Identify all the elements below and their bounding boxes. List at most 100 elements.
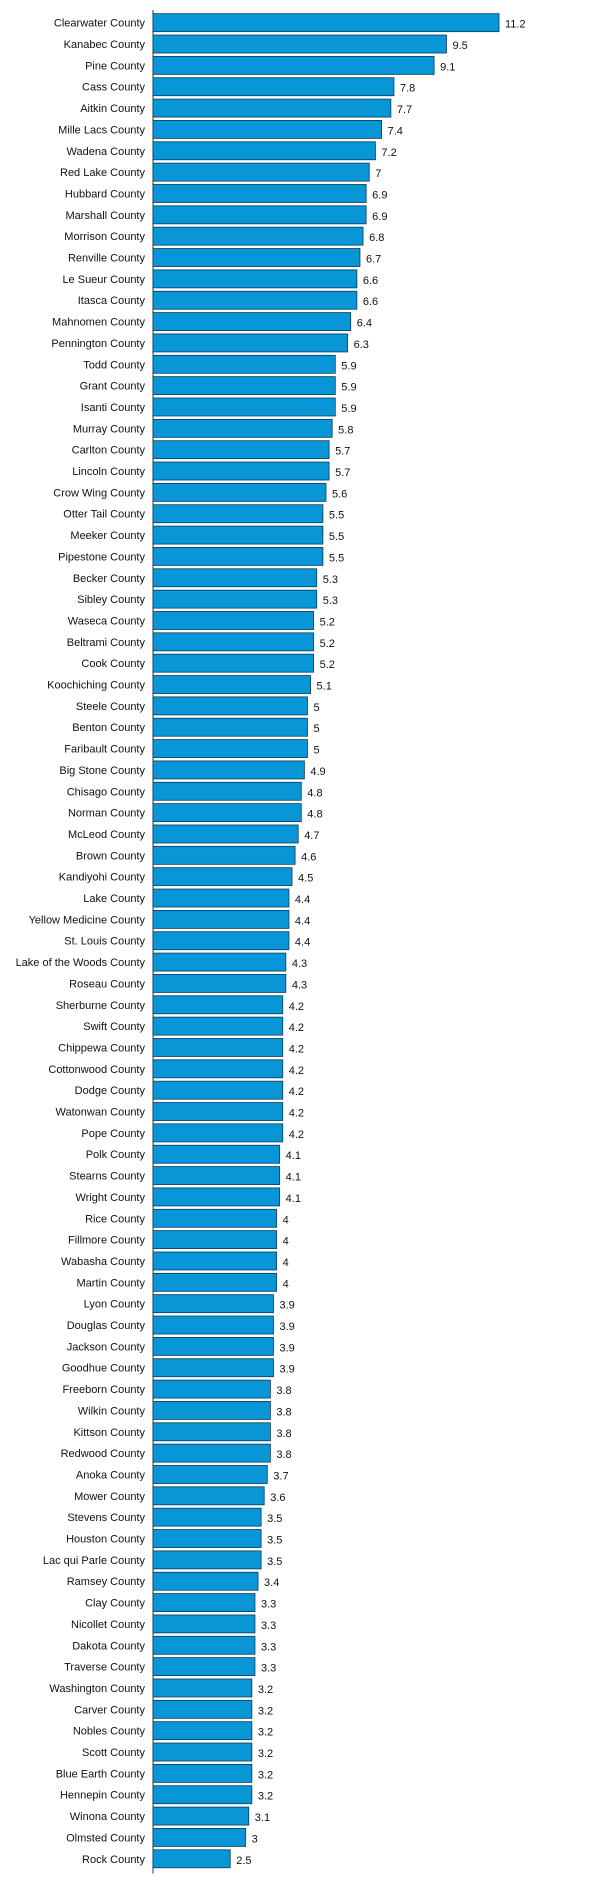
category-label: Crow Wing County [53, 487, 145, 499]
category-label: Todd County [83, 359, 145, 371]
bar [152, 1336, 274, 1356]
category-label: Rock County [82, 1854, 145, 1866]
bar [152, 1721, 253, 1741]
value-label: 7.8 [400, 83, 415, 95]
bar [152, 995, 284, 1015]
bar [152, 525, 324, 545]
bar [152, 1443, 271, 1463]
value-label: 9.5 [452, 40, 467, 52]
category-label: Traverse County [64, 1662, 145, 1674]
category-label: Stevens County [67, 1512, 145, 1524]
value-label: 4.2 [289, 1065, 304, 1077]
value-label: 4.1 [286, 1193, 301, 1205]
bar [152, 760, 305, 780]
value-label: 4.2 [289, 1108, 304, 1120]
value-label: 4.7 [304, 830, 319, 842]
bar [152, 824, 299, 844]
category-label: Kittson County [73, 1427, 145, 1439]
value-label: 4.6 [301, 851, 316, 863]
category-label: Nobles County [73, 1726, 146, 1738]
category-label: Ramsey County [67, 1576, 146, 1588]
bar [152, 1080, 284, 1100]
value-label: 5.8 [338, 424, 353, 436]
bar [152, 461, 330, 481]
bar [152, 1785, 253, 1805]
bar [152, 974, 287, 993]
category-label: Wright County [76, 1192, 146, 1204]
bar [152, 55, 435, 75]
bar [152, 568, 318, 588]
value-label: 11.2 [505, 19, 526, 31]
bar [152, 1635, 256, 1655]
value-label: 4.9 [310, 766, 325, 778]
bar [152, 226, 364, 246]
bar [152, 1828, 247, 1847]
bar [152, 717, 308, 737]
value-label: 3.8 [276, 1406, 291, 1418]
category-label: McLeod County [68, 829, 146, 841]
value-label: 7.2 [381, 147, 396, 159]
category-label: St. Louis County [64, 936, 145, 948]
value-label: 5.9 [341, 360, 356, 372]
value-label: 4.3 [292, 979, 307, 991]
bar [152, 1166, 281, 1185]
category-label: Murray County [73, 423, 146, 435]
bar [152, 739, 308, 758]
value-label: 6.9 [372, 211, 387, 223]
value-label: 4 [283, 1278, 289, 1290]
value-label: 3.2 [258, 1769, 273, 1781]
bar [152, 1123, 284, 1143]
value-label: 6.8 [369, 232, 384, 244]
value-label: 3 [252, 1833, 258, 1845]
value-label: 4.2 [289, 1022, 304, 1034]
value-label: 2.5 [236, 1855, 251, 1867]
category-label: Chippewa County [58, 1042, 145, 1054]
bar [152, 1550, 262, 1570]
bar [152, 1529, 262, 1548]
category-label: Kanabec County [64, 39, 146, 51]
category-label: Polk County [86, 1149, 146, 1161]
value-label: 4.2 [289, 1086, 304, 1098]
bar [152, 248, 361, 267]
value-label: 3.6 [270, 1492, 285, 1504]
bar [152, 333, 349, 353]
category-label: Kandiyohi County [59, 872, 146, 884]
category-label: Le Sueur County [62, 274, 145, 286]
bar [152, 1507, 262, 1527]
value-label: 9.1 [440, 61, 455, 73]
category-label: Dakota County [72, 1640, 145, 1652]
value-label: 5.6 [332, 488, 347, 500]
value-label: 5.7 [335, 446, 350, 458]
bar [152, 653, 315, 673]
value-label: 5 [313, 723, 319, 735]
bar [152, 1849, 231, 1869]
category-label: Chisago County [67, 786, 146, 798]
category-label: Lyon County [84, 1299, 146, 1311]
bar [152, 1465, 268, 1484]
category-label: Pennington County [51, 338, 145, 350]
category-label: Sherburne County [56, 1000, 146, 1012]
value-label: 6.7 [366, 254, 381, 266]
bar [152, 1272, 277, 1292]
bar [152, 290, 358, 310]
value-label: 3.9 [279, 1364, 294, 1376]
value-label: 5.2 [320, 616, 335, 628]
value-label: 5 [313, 702, 319, 714]
category-label: Mille Lacs County [58, 124, 145, 136]
category-label: Isanti County [81, 402, 146, 414]
bar [152, 632, 315, 652]
category-label: Pope County [81, 1128, 145, 1140]
category-label: Yellow Medicine County [29, 914, 146, 926]
bar [152, 1294, 274, 1314]
category-label: Olmsted County [66, 1832, 145, 1844]
value-label: 4 [283, 1257, 289, 1269]
bar [152, 504, 324, 524]
value-label: 5.5 [329, 531, 344, 543]
bar [152, 781, 302, 801]
bar [152, 1358, 274, 1378]
bar [152, 1016, 284, 1036]
bar [152, 1571, 259, 1591]
category-label: Houston County [66, 1534, 145, 1546]
value-label: 6.9 [372, 189, 387, 201]
